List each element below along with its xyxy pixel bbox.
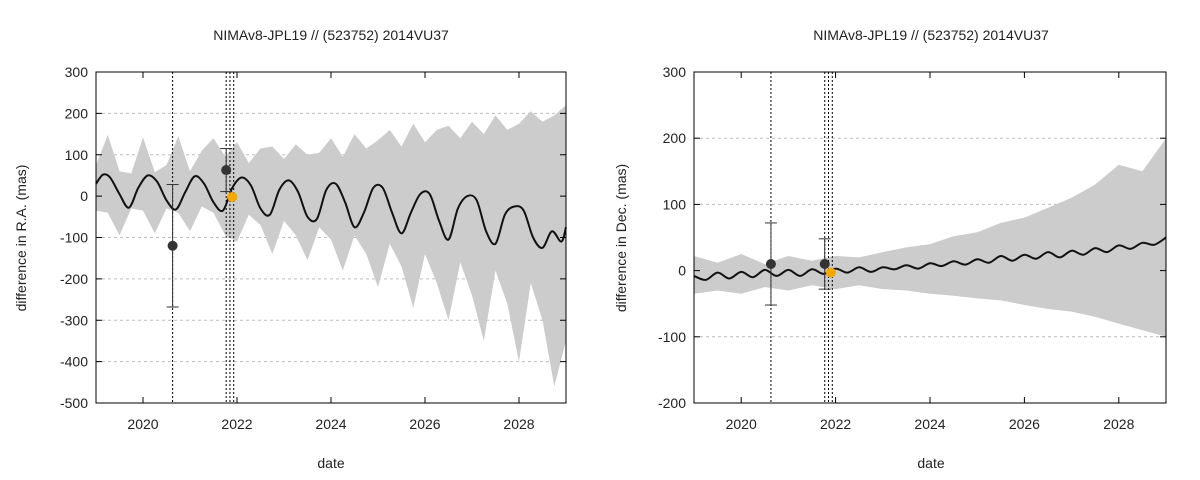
ra-x-axis-label: date xyxy=(317,455,344,471)
dec-data-point xyxy=(819,258,830,269)
dec-chart: NIMAv8-JPL19 // (523752) 2014VU37 -200 -1… xyxy=(613,27,1167,471)
dec-x-tick-label: 2020 xyxy=(726,416,757,432)
dec-x-tick-label: 2026 xyxy=(1009,416,1040,432)
dec-x-tick-label: 2028 xyxy=(1103,416,1134,432)
dec-data-point xyxy=(825,267,836,278)
ra-y-tick-label: 300 xyxy=(65,64,89,80)
dec-y-tick-label: 100 xyxy=(663,196,687,212)
ra-y-tick-label: -500 xyxy=(60,395,88,411)
dec-y-axis-label: difference in Dec. (mas) xyxy=(613,164,629,312)
dec-data-point xyxy=(765,258,776,269)
ra-y-tick-label: 100 xyxy=(65,147,89,163)
dec-y-ticks: -200 -100 0 100 200 300 xyxy=(658,64,1166,411)
ra-x-tick-label: 2028 xyxy=(503,416,534,432)
dec-band-area xyxy=(694,138,1166,337)
ra-y-axis-label: difference in R.A. (mas) xyxy=(13,165,29,312)
dec-x-axis-label: date xyxy=(917,455,944,471)
ra-x-tick-label: 2024 xyxy=(315,416,346,432)
ra-model-line xyxy=(95,173,567,249)
ra-x-tick-label: 2022 xyxy=(221,416,252,432)
ra-uncertainty-band xyxy=(96,105,566,387)
dec-y-tick-label: 200 xyxy=(663,130,687,146)
ra-y-tick-label: -100 xyxy=(60,230,88,246)
ra-data-point xyxy=(167,240,178,251)
ra-chart-title: NIMAv8-JPL19 // (523752) 2014VU37 xyxy=(213,27,449,43)
dec-y-tick-label: -200 xyxy=(658,395,686,411)
dec-y-tick-label: -100 xyxy=(658,329,686,345)
ra-y-tick-label: -400 xyxy=(60,354,88,370)
dec-x-ticks: 2020 2022 2024 2026 2028 xyxy=(726,72,1135,432)
ra-chart: NIMAv8-JPL19 // (523752) 2014VU37 -500 -4… xyxy=(13,27,567,471)
dec-y-tick-label: 300 xyxy=(663,64,687,80)
ra-y-ticks: -500 -400 -300 -200 -100 0 100 200 300 xyxy=(60,64,566,411)
dec-x-tick-label: 2024 xyxy=(914,416,945,432)
dec-observation-points xyxy=(764,222,836,306)
ra-observation-points xyxy=(166,148,238,308)
ra-y-tick-label: -300 xyxy=(60,312,88,328)
ra-x-ticks: 2020 2022 2024 2026 2028 xyxy=(127,72,535,432)
ra-data-point xyxy=(227,191,238,202)
dec-model-line xyxy=(693,236,1167,281)
ra-y-tick-label: 200 xyxy=(65,105,89,121)
ra-data-point xyxy=(221,165,232,176)
ra-x-tick-label: 2020 xyxy=(127,416,158,432)
dec-x-tick-label: 2022 xyxy=(820,416,851,432)
ra-y-tick-label: -200 xyxy=(60,271,88,287)
dec-chart-title: NIMAv8-JPL19 // (523752) 2014VU37 xyxy=(813,27,1049,43)
ra-x-tick-label: 2026 xyxy=(409,416,440,432)
dec-series-line xyxy=(693,236,1167,281)
ra-band-area xyxy=(96,105,566,387)
dec-observation-lines xyxy=(770,72,833,403)
ra-y-tick-label: 0 xyxy=(80,188,88,204)
dec-uncertainty-band xyxy=(694,138,1166,337)
ra-series-line xyxy=(95,173,567,249)
dec-y-tick-label: 0 xyxy=(678,263,686,279)
